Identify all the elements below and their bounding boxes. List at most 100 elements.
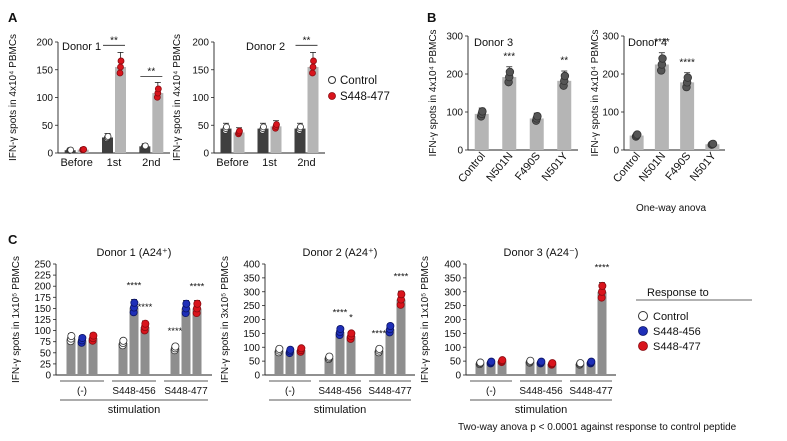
y-axis-label: IFN-γ spots in 4x10⁴ PBMCs [8, 34, 19, 161]
x-axis-label: stimulation [108, 404, 161, 416]
y-tick-label: 0 [613, 146, 619, 157]
y-axis-label: IFN-γ spots in 4x10⁴ PBMCs [428, 29, 439, 156]
chart-title: Donor 2 [246, 41, 285, 53]
bar [294, 128, 306, 153]
replicate-point [386, 322, 395, 331]
replicate-point [310, 57, 317, 65]
replicate-point [533, 112, 542, 121]
bar [192, 308, 202, 375]
replicate-point [336, 324, 345, 333]
chart-title: Donor 4 [628, 37, 667, 49]
replicate-point [117, 57, 125, 65]
y-tick-label: 200 [444, 315, 461, 326]
chart-title: Donor 1 [62, 41, 101, 53]
group-label: (-) [285, 386, 295, 397]
replicate-point [78, 333, 87, 342]
y-tick-label: 75 [40, 337, 52, 348]
replicate-point [587, 357, 596, 366]
chart-title: Donor 3 [474, 37, 513, 49]
replicate-point [67, 146, 75, 154]
bar [557, 80, 572, 150]
replicate-point [476, 358, 485, 367]
replicate-point [89, 331, 98, 340]
group-label: S448-477 [164, 386, 208, 397]
bar [66, 338, 76, 375]
y-tick-label: 50 [450, 357, 462, 368]
y-axis-label: IFN-γ spots in 1x10⁵ PBMCs [420, 256, 431, 383]
significance-label: ** [560, 56, 568, 67]
significance-label: **** [394, 271, 409, 282]
bar [324, 357, 334, 375]
replicate-point [119, 336, 128, 345]
significance-label: **** [168, 326, 183, 337]
replicate-point [275, 344, 284, 353]
legend-c-s448-477-marker [638, 341, 648, 351]
replicate-point [478, 107, 487, 116]
y-tick-label: 150 [243, 329, 260, 340]
significance-label: **** [595, 263, 610, 274]
legend-c-s448-456-marker [638, 326, 648, 336]
y-tick-label: 225 [34, 271, 51, 282]
panel-label-a: A [8, 10, 18, 25]
y-tick-label: 350 [243, 273, 260, 284]
replicate-point [286, 345, 295, 354]
y-tick-label: 125 [34, 315, 51, 326]
y-axis-label: IFN-γ spots in 4x10⁴ PBMCs [590, 29, 601, 156]
replicate-point [548, 359, 557, 368]
significance-label: **** [654, 37, 670, 48]
chart-title: Donor 2 (A24⁺) [303, 247, 378, 259]
x-tick-label: 1st [107, 157, 122, 169]
y-tick-label: 100 [243, 343, 260, 354]
bar [274, 350, 284, 375]
replicate-point [683, 73, 692, 82]
bar [547, 363, 557, 375]
significance-label: **** [679, 57, 695, 68]
replicate-point [297, 344, 306, 353]
replicate-point [171, 342, 180, 351]
y-tick-label: 100 [36, 93, 53, 104]
replicate-point [325, 352, 334, 361]
replicate-point [141, 142, 149, 150]
replicate-point [347, 329, 356, 338]
y-tick-label: 200 [446, 70, 463, 81]
legend-a: Control S448-477 [328, 75, 390, 103]
bar [115, 66, 126, 153]
chart-donor3-c: 0 50 100 150 200 250 300 350 400 IFN-γ spots in 1… [420, 247, 616, 416]
group-label: S448-477 [368, 386, 412, 397]
y-tick-label: 150 [36, 65, 53, 76]
x-tick-label: 2nd [142, 157, 160, 169]
x-tick-label: N501Y [688, 150, 719, 184]
replicate-point [141, 319, 150, 328]
y-axis-label: IFN-γ spots in 1x10⁵ PBMCs [11, 256, 22, 383]
legend-c-title: Response to [647, 287, 709, 299]
replicate-point [576, 359, 585, 368]
replicate-point [223, 123, 230, 131]
y-tick-label: 250 [34, 260, 51, 271]
y-tick-label: 300 [243, 287, 260, 298]
y-tick-label: 200 [34, 282, 51, 293]
y-tick-label: 100 [602, 108, 619, 119]
replicate-point [598, 281, 607, 290]
significance-label: **** [138, 302, 153, 313]
group-label: S448-456 [112, 386, 156, 397]
y-axis-label: IFN-γ spots in 4x10⁴ PBMCs [172, 34, 183, 161]
replicate-point [104, 132, 112, 140]
replicate-point [397, 290, 406, 299]
replicate-point [487, 357, 496, 366]
replicate-point [297, 123, 304, 131]
bar [597, 291, 607, 375]
significance-label: **** [127, 280, 142, 291]
y-tick-label: 300 [444, 287, 461, 298]
bar [181, 308, 191, 375]
bar [575, 363, 585, 375]
bar [307, 66, 319, 153]
bar [170, 348, 180, 375]
significance-label: ** [147, 67, 155, 78]
replicate-point [273, 121, 280, 128]
significance-label: ** [110, 35, 118, 46]
y-tick-label: 400 [243, 260, 260, 271]
chart-donor2-a: 0 50 100 150 200 IFN-γ spots in 4x10⁴ PBMCs Do… [172, 34, 325, 169]
bar [385, 329, 395, 375]
legend-a-s448-477-label: S448-477 [340, 91, 390, 103]
y-tick-label: 100 [446, 108, 463, 119]
